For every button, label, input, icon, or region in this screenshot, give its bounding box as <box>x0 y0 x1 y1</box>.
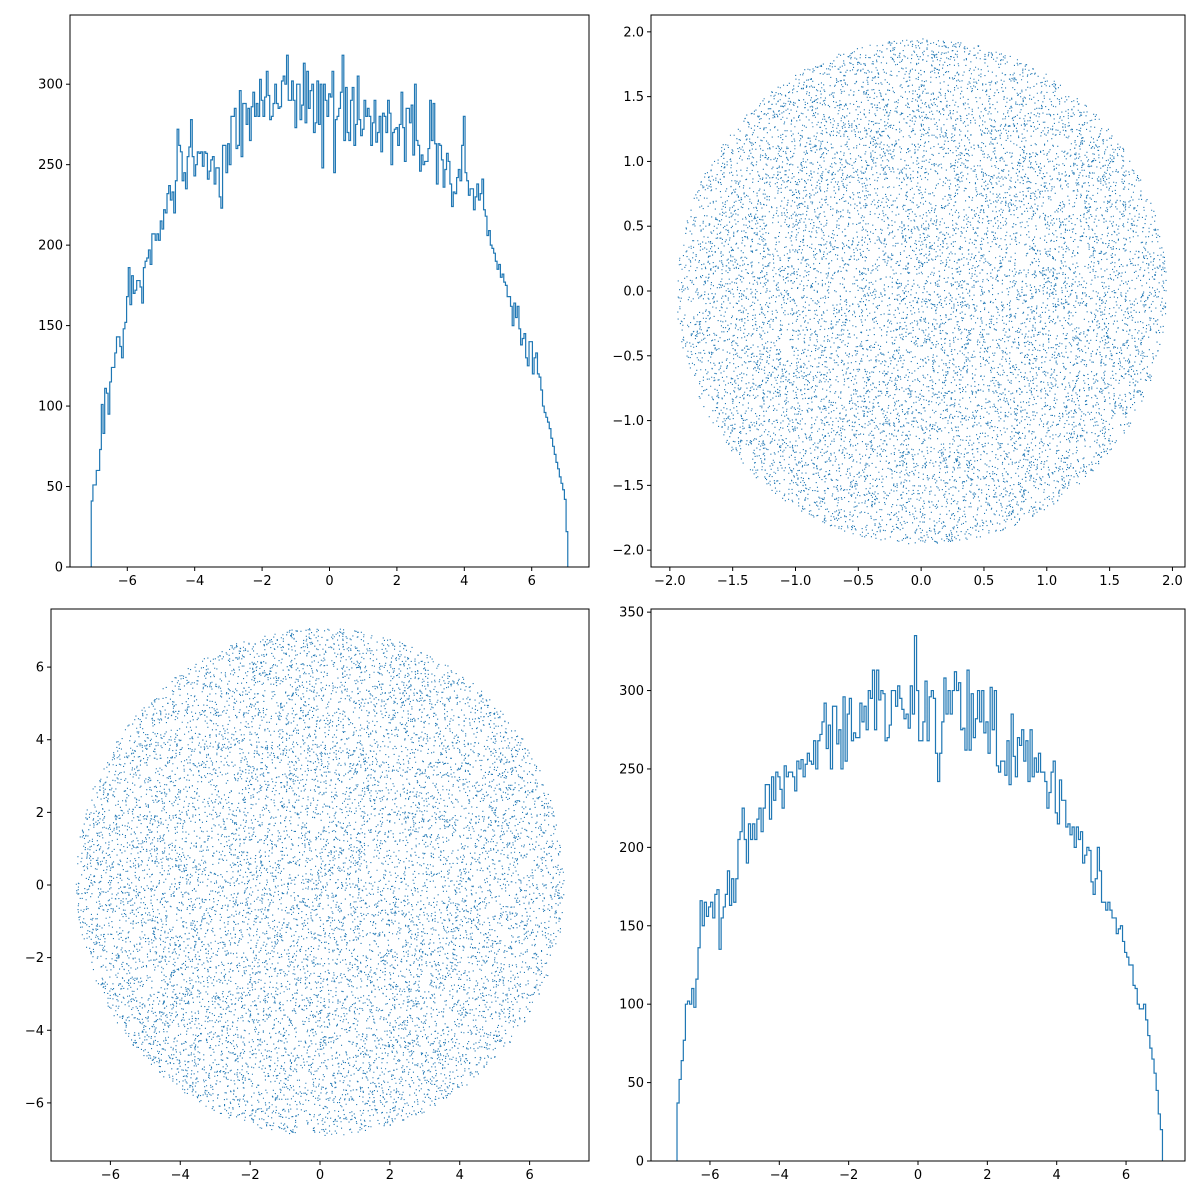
x-tick-label: −6 <box>101 1168 120 1183</box>
y-tick-label: 200 <box>619 841 644 856</box>
y-tick-label: 300 <box>38 78 63 93</box>
y-tick-label: 2.0 <box>623 25 644 40</box>
x-tick-label: −1.0 <box>780 574 812 589</box>
plot-area <box>75 628 565 1136</box>
axes-frame <box>650 14 1186 568</box>
scatter-point-cloud <box>677 38 1167 545</box>
plot-area <box>677 38 1167 545</box>
y-tick-label: 1.0 <box>623 155 644 170</box>
x-tick-label: −4 <box>770 1168 789 1183</box>
y-tick-label: 250 <box>619 762 644 777</box>
y-tick-label: 2 <box>36 806 44 821</box>
x-tick-label: 0.0 <box>911 574 932 589</box>
x-tick-label: −2 <box>839 1168 858 1183</box>
x-tick-label: 4 <box>456 1168 464 1183</box>
x-tick-label: 2 <box>983 1168 991 1183</box>
y-tick-label: 4 <box>36 733 44 748</box>
x-tick-label: 6 <box>528 574 536 589</box>
x-tick-label: 1.0 <box>1036 574 1057 589</box>
x-tick-label: 0.5 <box>974 574 995 589</box>
y-tick-label: 350 <box>619 606 644 621</box>
y-tick-label: 1.5 <box>623 90 644 105</box>
y-tick-label: 200 <box>38 239 63 254</box>
y-tick-label: −1.0 <box>612 414 644 429</box>
scatter-point-cloud <box>75 628 565 1136</box>
y-tick-label: 0 <box>55 561 63 576</box>
x-tick-label: 1.5 <box>1099 574 1120 589</box>
axes-frame <box>69 14 590 568</box>
panel-bottom-left-scatter: −6 −4 −2 0 2 4 6 −6 −4 −2 0 2 4 6 <box>25 608 590 1183</box>
y-tick-label: 150 <box>38 319 63 334</box>
y-tick-label: 0.0 <box>623 285 644 300</box>
x-tick-label: 6 <box>525 1168 533 1183</box>
y-tick-label: 0 <box>636 1155 644 1170</box>
x-tick-label: 4 <box>1053 1168 1061 1183</box>
plot-area <box>90 54 569 567</box>
y-tick-label: −2.0 <box>612 544 644 559</box>
x-tick-label: 0 <box>325 574 333 589</box>
y-tick-label: 100 <box>38 400 63 415</box>
y-tick-label: 0.5 <box>623 220 644 235</box>
y-tick-label: −6 <box>25 1096 44 1111</box>
panel-bottom-right-histogram: −6 −4 −2 0 2 4 6 0 50 100 150 200 250 300 350 <box>619 606 1186 1183</box>
y-tick-label: 50 <box>46 480 63 495</box>
scatter-points <box>75 628 565 1136</box>
x-tick-label: −2 <box>253 574 272 589</box>
x-tick-label: −2 <box>241 1168 260 1183</box>
x-tick-label: −6 <box>700 1168 719 1183</box>
x-tick-label: −0.5 <box>843 574 875 589</box>
scatter-points <box>677 38 1167 545</box>
panel-top-left-histogram: −6 −4 −2 0 2 4 6 0 50 100 150 200 250 300 <box>38 14 590 589</box>
x-tick-label: 6 <box>1122 1168 1130 1183</box>
x-tick-label: −4 <box>171 1168 190 1183</box>
y-tick-label: −0.5 <box>612 349 644 364</box>
x-tick-label: −1.5 <box>717 574 749 589</box>
x-tick-label: 2.0 <box>1162 574 1183 589</box>
x-tick-label: 2 <box>393 574 401 589</box>
x-tick-label: 0 <box>316 1168 324 1183</box>
x-tick-label: −6 <box>118 574 137 589</box>
y-tick-label: 250 <box>38 158 63 173</box>
x-tick-label: −2.0 <box>654 574 686 589</box>
plot-area <box>676 635 1164 1161</box>
x-tick-label: 2 <box>386 1168 394 1183</box>
y-tick-label: 100 <box>619 998 644 1013</box>
y-tick-label: 6 <box>36 661 44 676</box>
y-tick-label: 0 <box>36 879 44 894</box>
y-tick-label: 150 <box>619 919 644 934</box>
x-tick-label: −4 <box>185 574 204 589</box>
histogram-step-line <box>90 54 569 567</box>
y-tick-label: 50 <box>627 1076 644 1091</box>
x-tick-label: 0 <box>914 1168 922 1183</box>
histogram-step-line <box>676 635 1164 1161</box>
y-tick-label: −4 <box>25 1024 44 1039</box>
y-tick-label: −1.5 <box>612 479 644 494</box>
y-tick-label: −2 <box>25 951 44 966</box>
x-tick-label: 4 <box>460 574 468 589</box>
panel-top-right-scatter: −2.0 −1.5 −1.0 −0.5 0.0 0.5 1.0 1.5 2.0 −2.0 −1.5 −… <box>612 14 1186 589</box>
y-tick-label: 300 <box>619 684 644 699</box>
